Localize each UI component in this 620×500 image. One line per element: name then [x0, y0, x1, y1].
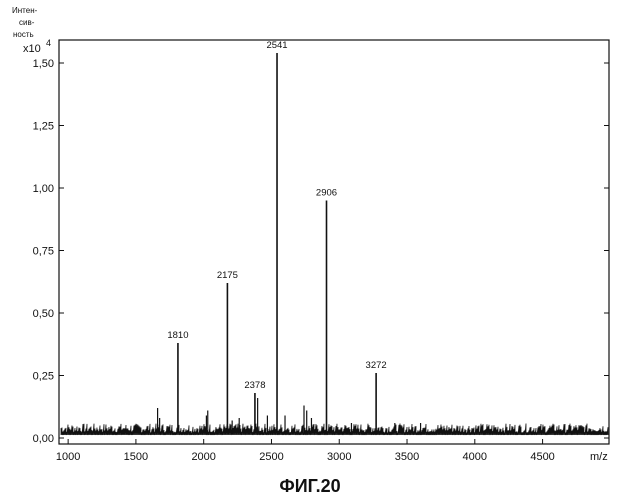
y-tick-label-6: 1,50	[33, 58, 54, 70]
x-axis-ticks: 1000 1500 2000 2500 3000 3500 4000 4500	[56, 439, 555, 463]
x-tick-label-5: 3500	[395, 451, 419, 463]
peak-label-1810: 1810	[167, 330, 188, 341]
y-tick-label-4: 1,00	[33, 183, 54, 195]
peak-label-3272: 3272	[366, 360, 387, 371]
peak-label-2378: 2378	[244, 380, 265, 391]
noise-baseline	[61, 424, 608, 436]
x-tick-label-3: 2500	[259, 451, 283, 463]
y-multiplier-base: x10	[23, 43, 41, 55]
labeled-peaks: 1810 2175 2378 2541 2906 3272	[167, 40, 386, 433]
y-axis-label-line-1: Интен-	[12, 6, 38, 15]
x-tick-label-7: 4500	[530, 451, 554, 463]
figure-caption: ФИГ.20	[279, 476, 340, 496]
y-tick-label-2: 0,50	[33, 308, 54, 320]
y-axis-label-line-3: ность	[13, 30, 34, 39]
peak-label-2541: 2541	[266, 40, 287, 51]
baseline-noise-trace	[61, 424, 608, 436]
y-multiplier-exponent: 4	[46, 38, 51, 48]
plot-frame	[59, 40, 609, 444]
y-tick-label-5: 1,25	[33, 121, 54, 133]
peak-label-2906: 2906	[316, 188, 337, 199]
x-tick-label-6: 4000	[463, 451, 487, 463]
x-tick-label-0: 1000	[56, 451, 80, 463]
y-axis-label-line-2: сив-	[19, 18, 35, 27]
x-tick-label-2: 2000	[191, 451, 215, 463]
y-tick-label-0: 0,00	[33, 433, 54, 445]
peak-label-2175: 2175	[217, 270, 238, 281]
x-tick-label-1: 1500	[124, 451, 148, 463]
y-axis-ticks: 0,00 0,25 0,50 0,75 1,00 1,25 1,50	[33, 58, 609, 445]
x-axis-label: m/z	[590, 451, 608, 463]
x-tick-label-4: 3000	[327, 451, 351, 463]
y-tick-label-1: 0,25	[33, 371, 54, 383]
y-tick-label-3: 0,75	[33, 246, 54, 258]
